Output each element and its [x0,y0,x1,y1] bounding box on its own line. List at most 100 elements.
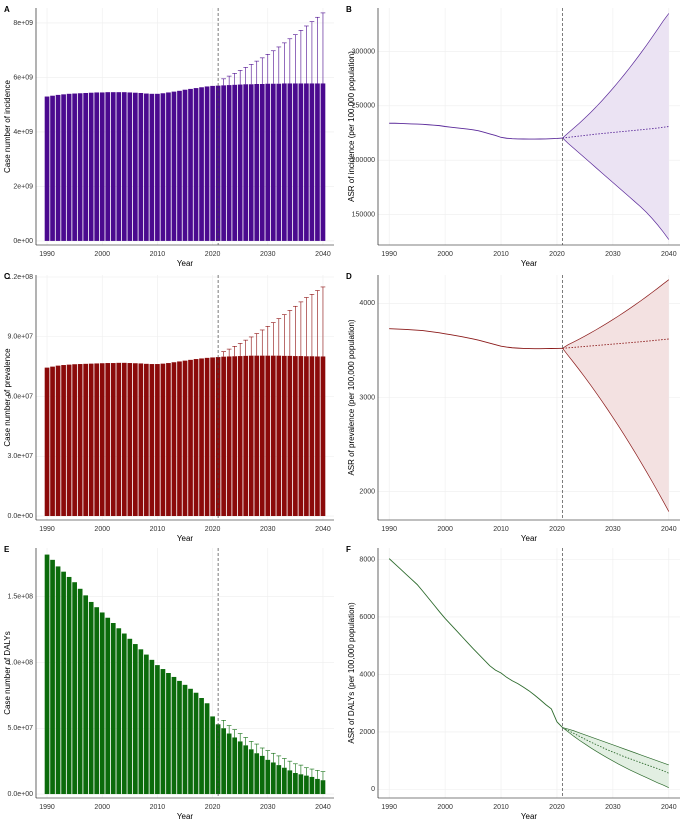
bar [44,554,50,795]
x-tick-label: 2030 [605,526,621,533]
bar [226,733,232,795]
bar [309,776,315,795]
y-tick-label: 2000 [359,729,375,736]
x-tick-label: 2040 [315,526,331,533]
bar [199,87,204,241]
bar [160,669,166,795]
bar [50,559,55,795]
confidence-band [562,13,669,240]
y-axis-title: ASR of prevalence (per 100,000 populatio… [347,319,356,475]
bar [155,93,160,241]
bar [199,358,204,517]
panel-tag: A [4,5,10,14]
bar [138,363,144,517]
bar [188,359,193,517]
x-axis-title: Year [521,812,538,820]
bar [99,612,105,795]
bar [237,741,243,795]
x-tick-label: 2030 [605,804,621,811]
bar [166,363,171,517]
x-tick-label: 2040 [661,526,677,533]
bar [138,92,144,241]
x-tick-label: 2010 [150,804,166,811]
bar [281,767,287,795]
bar [237,356,243,517]
bar [188,688,193,795]
panel-tag: E [4,545,10,554]
y-tick-label: 6e+09 [13,74,33,81]
x-axis-title: Year [521,259,538,268]
x-tick-label: 1990 [381,251,397,258]
bar [188,88,193,241]
bar [132,92,138,241]
bar [248,355,254,517]
bar [210,357,215,517]
bar [50,366,55,517]
bar [293,773,298,795]
x-tick-label: 2000 [437,804,453,811]
x-tick-label: 1990 [381,804,397,811]
upper-bound [562,279,670,349]
bar [66,364,72,517]
bar [315,83,320,241]
y-tick-label: 4e+09 [13,129,33,136]
y-tick-label: 300000 [352,48,375,55]
bar [83,92,89,241]
bar [138,649,144,795]
bar [270,83,276,241]
confidence-band [562,727,669,788]
x-axis-title: Year [177,812,194,820]
panel-tag: D [346,272,352,281]
bar [66,576,72,795]
x-tick-label: 1990 [39,251,55,258]
bar [149,659,155,795]
y-tick-label: 8e+09 [13,20,33,27]
bar [105,617,111,795]
y-axis-title: Case number of DALYs [3,631,12,714]
bar [94,607,100,795]
x-tick-label: 2030 [260,804,276,811]
x-tick-label: 2010 [493,526,509,533]
y-tick-label: 2000 [359,489,375,496]
bar [77,364,83,517]
bar [287,770,293,795]
bar [320,780,326,795]
bar [243,745,249,795]
bar [127,363,133,517]
bar [320,356,326,517]
bar [254,753,260,795]
x-tick-label: 1990 [381,526,397,533]
y-tick-label: 2e+09 [13,183,33,190]
bar [315,356,320,517]
y-tick-label: 4000 [359,300,375,307]
y-tick-label: 250000 [352,103,375,110]
y-tick-label: 0.0e+00 [8,791,34,798]
x-tick-label: 2030 [260,526,276,533]
bar [116,92,122,241]
bar [298,356,304,517]
upper-bound [562,727,669,766]
x-tick-label: 2040 [661,804,677,811]
bar [281,355,287,517]
y-axis-title: Case number of prevalence [3,348,12,447]
y-tick-label: 6.0e+07 [8,393,34,400]
bar [265,355,271,517]
bar [105,92,111,241]
bar [132,644,138,795]
x-tick-label: 2020 [549,526,565,533]
bar [110,363,116,517]
lower-bound [562,137,670,240]
bar [105,363,111,517]
bar [304,83,309,241]
bar [144,363,149,517]
bar [121,92,127,241]
bar [160,363,166,517]
bar [221,85,226,241]
bar [259,755,265,795]
bar [149,364,155,517]
bar [221,728,226,795]
bar [99,363,105,517]
bar [61,365,66,517]
bar [121,633,127,795]
bar [232,84,238,241]
